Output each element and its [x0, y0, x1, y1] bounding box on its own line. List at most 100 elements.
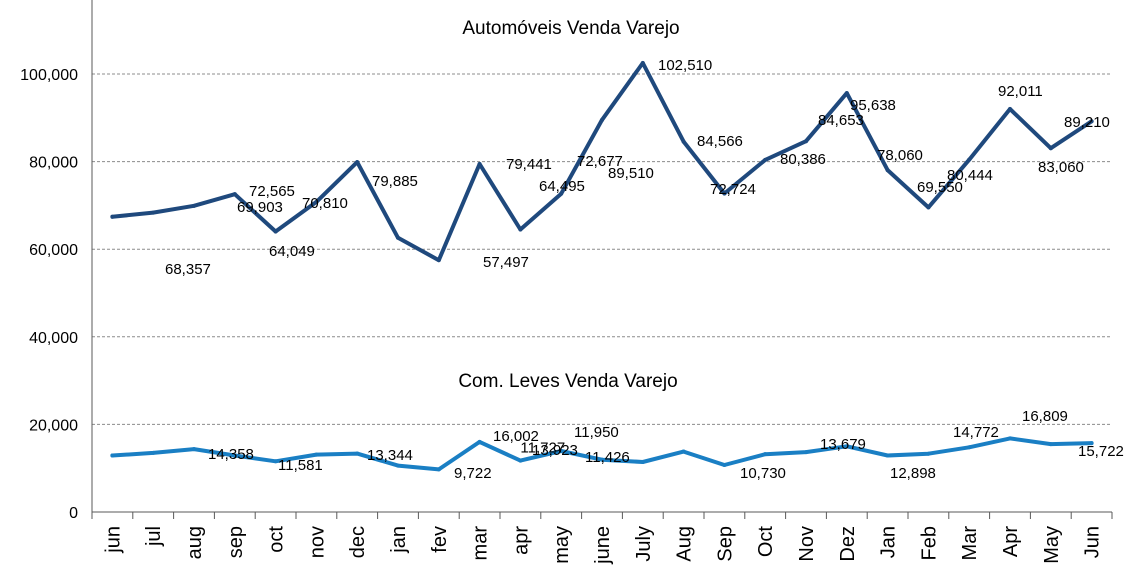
data-point	[314, 199, 319, 204]
data-label: 11,426	[585, 449, 630, 466]
data-point	[477, 439, 482, 444]
data-point	[192, 447, 196, 452]
data-point	[640, 61, 645, 66]
data-label: 79,441	[506, 156, 552, 173]
y-tick-label: 40,000	[29, 330, 78, 347]
data-label: 14,772	[953, 424, 999, 441]
data-point	[722, 463, 727, 468]
x-tick-label: Feb	[918, 526, 940, 560]
data-point	[926, 451, 931, 456]
series	[110, 61, 1094, 472]
data-label: 57,497	[483, 254, 529, 271]
data-point	[967, 445, 972, 450]
x-tick-label: Dez	[837, 526, 859, 562]
data-label: 15,722	[1078, 443, 1124, 460]
series-title-automoveis: Automóveis Venda Varejo	[462, 18, 679, 39]
data-label: 11,727	[520, 440, 565, 457]
data-point	[844, 444, 849, 449]
data-point	[885, 168, 890, 173]
data-point	[681, 139, 686, 144]
data-point	[396, 235, 400, 240]
data-label: 11,581	[278, 457, 323, 474]
x-tick-label: Jan	[878, 526, 900, 558]
data-point	[559, 191, 564, 196]
data-label: 72,565	[249, 183, 295, 200]
data-point	[1008, 436, 1012, 441]
data-point	[518, 458, 523, 463]
x-tick-label: May	[1041, 526, 1063, 564]
data-point	[273, 229, 278, 234]
data-point	[355, 160, 360, 165]
data-point	[559, 449, 564, 454]
data-point	[518, 227, 523, 232]
data-point	[110, 214, 115, 219]
data-label: 13,344	[367, 447, 413, 464]
x-tick-label: jan	[388, 526, 410, 554]
data-point	[804, 450, 808, 455]
y-tick-label: 20,000	[29, 417, 78, 434]
x-tick-label: Nov	[796, 526, 818, 562]
series-title-com-leves: Com. Leves Venda Varejo	[458, 371, 677, 392]
data-label: 69,903	[237, 199, 283, 216]
data-point	[396, 463, 400, 468]
x-tick-label: Mar	[959, 526, 981, 561]
data-label: 11,950	[574, 424, 619, 441]
data-label: 89,210	[1064, 114, 1110, 131]
data-label: 13,679	[820, 436, 866, 453]
data-label: 10,730	[740, 465, 786, 482]
data-point	[600, 457, 604, 462]
data-point	[885, 453, 890, 458]
data-point	[151, 210, 156, 215]
data-point	[273, 459, 278, 464]
x-tick-label: Oct	[755, 526, 777, 558]
data-point	[1089, 441, 1094, 446]
x-tick-label: june	[592, 526, 614, 565]
data-label: 72,677	[577, 153, 623, 170]
data-point	[232, 192, 237, 197]
data-point	[477, 162, 482, 167]
data-label: 78,060	[877, 147, 923, 164]
data-label: 13,923	[532, 442, 578, 459]
data-label: 84,566	[697, 133, 743, 150]
data-label: 68,357	[165, 261, 211, 278]
x-tick-label: sep	[225, 526, 247, 558]
data-point	[1048, 146, 1053, 151]
data-label: 12,898	[890, 465, 936, 482]
data-label: 9,722	[454, 465, 492, 482]
data-point	[1089, 119, 1094, 124]
x-tick-label: Jun	[1082, 526, 1104, 558]
data-label: 14,358	[208, 446, 254, 463]
x-tick-label: apr	[510, 526, 532, 555]
data-label: 89,510	[608, 165, 654, 182]
data-label: 80,386	[780, 151, 826, 168]
data-point	[967, 157, 972, 162]
data-point	[681, 449, 686, 454]
x-tick-label: fev	[429, 526, 451, 553]
x-tick-label: July	[633, 526, 655, 562]
x-tick-label: jun	[102, 526, 124, 554]
x-tick-label: nov	[306, 526, 328, 558]
x-tick-label: may	[551, 526, 573, 564]
x-tick-label: jul	[143, 526, 165, 547]
data-point	[1048, 442, 1053, 447]
data-label: 95,638	[850, 97, 896, 114]
x-tick-label: oct	[266, 526, 288, 553]
data-point	[1008, 106, 1012, 111]
x-tick-label: Aug	[674, 526, 696, 562]
data-point	[436, 467, 441, 472]
data-label: 64,495	[539, 178, 585, 195]
y-tick-label: 80,000	[29, 155, 78, 172]
x-tick-label: dec	[347, 526, 369, 558]
data-point	[763, 157, 768, 162]
data-point	[722, 191, 727, 196]
data-label: 83,060	[1038, 159, 1084, 176]
y-tick-label: 60,000	[29, 242, 78, 259]
data-label: 70,810	[302, 195, 348, 212]
data-point	[314, 452, 319, 457]
data-point	[926, 205, 931, 210]
data-label: 16,809	[1022, 408, 1068, 425]
y-tick-label: 0	[69, 505, 78, 522]
data-label: 84,653	[818, 112, 864, 129]
